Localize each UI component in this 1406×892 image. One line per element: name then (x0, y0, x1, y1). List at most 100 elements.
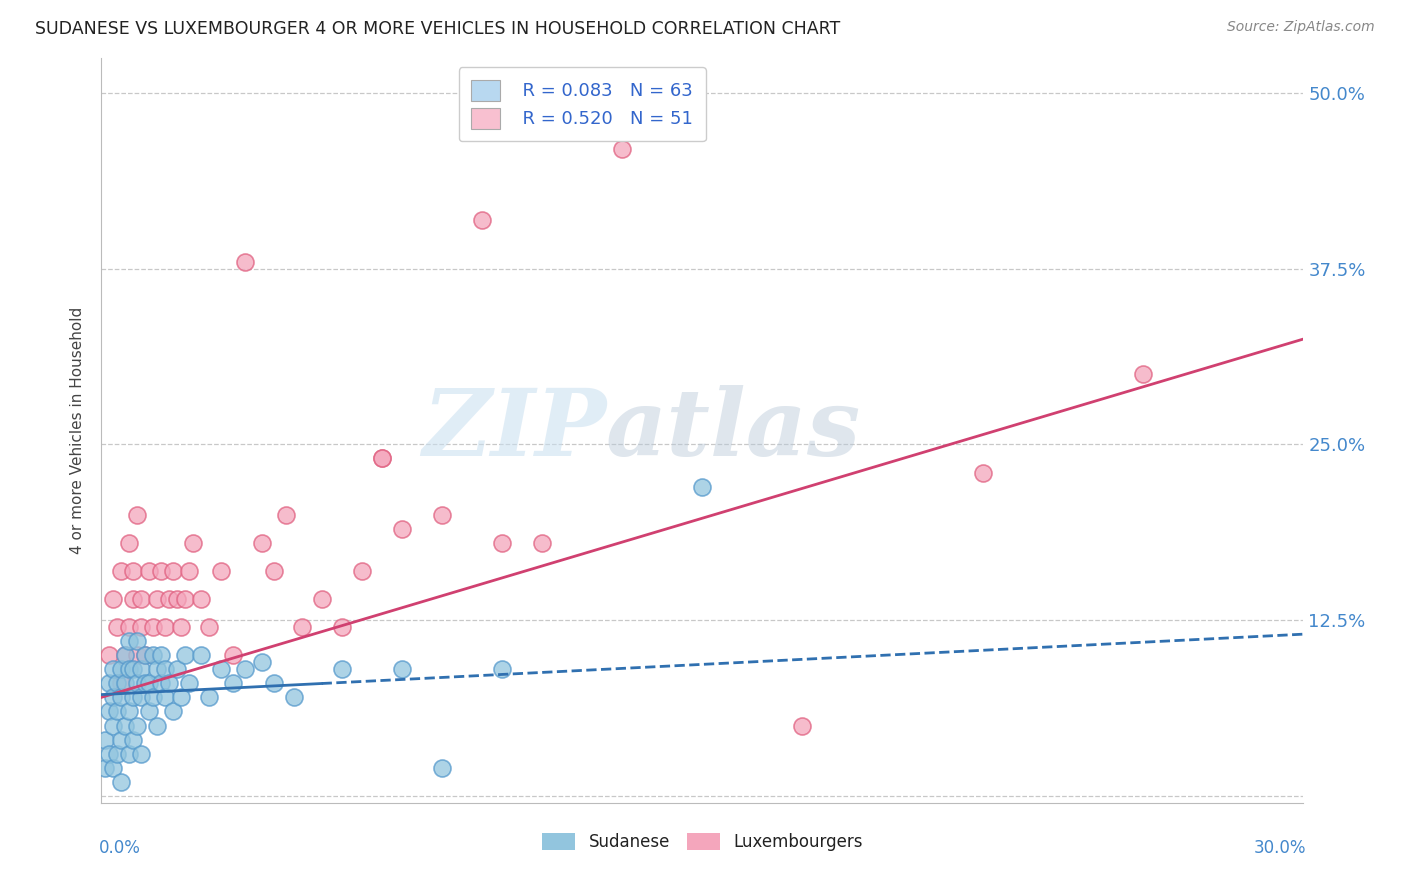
Point (222, 676, 245, 690)
Point (103, 690, 125, 705)
Point (190, 592, 212, 607)
Point (98, 648, 121, 663)
Point (350, 564, 373, 578)
Point (274, 508, 297, 522)
Point (491, 662, 513, 676)
Point (118, 747, 141, 761)
Point (114, 648, 136, 663)
Point (94, 761, 117, 775)
Point (122, 592, 145, 607)
Point (118, 662, 141, 676)
Point (105, 705, 128, 719)
Point (131, 662, 153, 676)
Point (174, 648, 197, 663)
Point (430, 761, 453, 775)
Point (179, 676, 201, 690)
Point (155, 662, 177, 676)
Legend: Sudanese, Luxembourgers: Sudanese, Luxembourgers (536, 826, 869, 858)
Point (114, 676, 136, 690)
Point (311, 592, 333, 607)
Point (134, 676, 156, 690)
Point (391, 522, 413, 536)
Point (110, 564, 132, 578)
Point (155, 690, 177, 705)
Text: SUDANESE VS LUXEMBOURGER 4 OR MORE VEHICLES IN HOUSEHOLD CORRELATION CHART: SUDANESE VS LUXEMBOURGER 4 OR MORE VEHIC… (35, 20, 841, 37)
Point (118, 705, 141, 719)
Point (131, 620, 153, 634)
Point (972, 466, 994, 480)
Point (98, 676, 121, 690)
Point (118, 620, 141, 634)
Point (430, 508, 453, 522)
Point (330, 662, 353, 676)
Point (531, 536, 554, 550)
Point (291, 620, 314, 634)
Point (155, 620, 177, 634)
Point (127, 508, 149, 522)
Point (138, 564, 160, 578)
Point (471, 212, 494, 227)
Point (127, 648, 149, 663)
Text: ZIP: ZIP (422, 385, 606, 475)
Y-axis label: 4 or more Vehicles in Household: 4 or more Vehicles in Household (70, 307, 86, 554)
Point (198, 620, 221, 634)
Point (162, 564, 184, 578)
Point (134, 648, 156, 663)
Point (162, 705, 184, 719)
Point (146, 592, 169, 607)
Point (138, 676, 160, 690)
Point (330, 620, 353, 634)
Point (170, 690, 193, 705)
Point (110, 676, 132, 690)
Point (391, 662, 413, 676)
Point (103, 662, 125, 676)
Point (150, 676, 173, 690)
Point (222, 648, 245, 663)
Point (122, 662, 145, 676)
Point (491, 536, 513, 550)
Text: 30.0%: 30.0% (1253, 838, 1306, 856)
Point (110, 662, 132, 676)
Point (211, 662, 233, 676)
Point (283, 690, 305, 705)
Point (110, 774, 132, 789)
Point (103, 761, 125, 775)
Point (235, 662, 257, 676)
Point (98, 747, 121, 761)
Point (127, 718, 149, 732)
Point (1132, 367, 1154, 381)
Point (146, 662, 169, 676)
Point (198, 690, 221, 705)
Point (110, 732, 132, 747)
Point (170, 620, 193, 634)
Point (142, 690, 165, 705)
Point (103, 718, 125, 732)
Point (127, 634, 149, 648)
Point (250, 655, 273, 669)
Text: 0.0%: 0.0% (98, 838, 141, 856)
Point (110, 690, 132, 705)
Point (371, 451, 394, 466)
Point (138, 705, 160, 719)
Point (94, 732, 117, 747)
Point (114, 718, 136, 732)
Point (131, 747, 153, 761)
Point (179, 564, 201, 578)
Point (157, 592, 180, 607)
Point (122, 690, 145, 705)
Point (134, 648, 156, 663)
Point (131, 690, 153, 705)
Point (131, 592, 153, 607)
Point (105, 676, 128, 690)
Point (157, 676, 180, 690)
Point (250, 536, 273, 550)
Point (142, 648, 165, 663)
Point (122, 564, 145, 578)
Point (122, 732, 145, 747)
Point (105, 747, 128, 761)
Point (103, 592, 125, 607)
Point (98, 705, 121, 719)
Point (692, 480, 714, 494)
Point (142, 620, 165, 634)
Point (105, 620, 128, 634)
